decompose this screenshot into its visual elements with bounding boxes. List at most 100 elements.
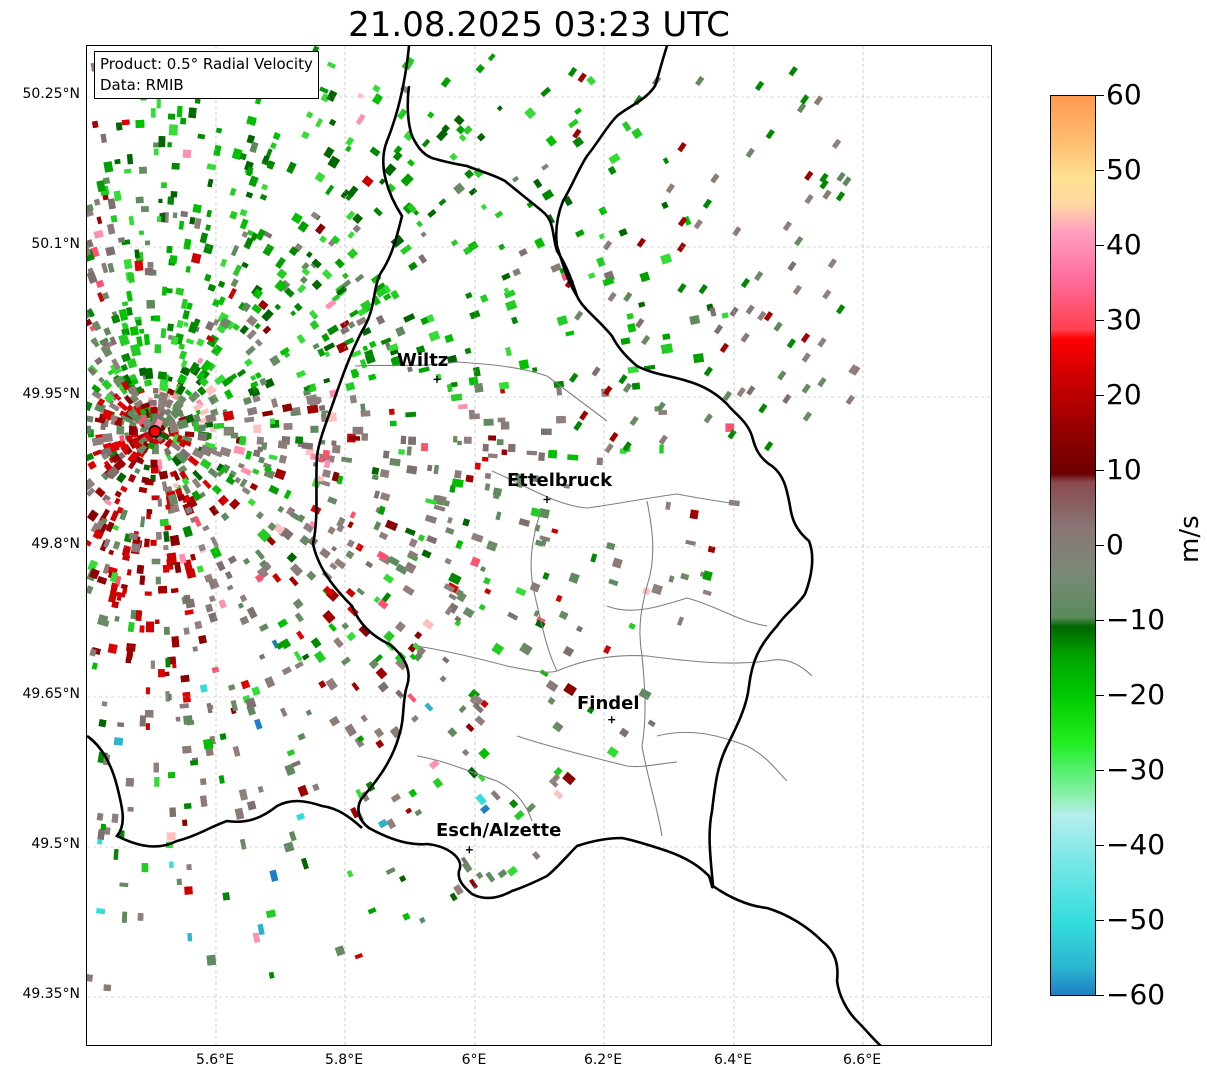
velocity-echo [229, 210, 238, 220]
velocity-echo [352, 426, 364, 435]
velocity-echo [444, 606, 454, 616]
velocity-echo [306, 404, 319, 414]
velocity-echo [252, 468, 260, 475]
velocity-echo [556, 315, 568, 326]
velocity-echo [269, 354, 281, 367]
velocity-echo [371, 93, 384, 105]
velocity-echo [263, 377, 275, 389]
velocity-echo [541, 428, 552, 435]
velocity-echo [477, 773, 486, 782]
velocity-echo [481, 456, 489, 462]
velocity-echo [234, 807, 245, 820]
velocity-echo [183, 594, 191, 603]
velocity-echo [689, 509, 699, 520]
velocity-echo [119, 435, 125, 442]
velocity-echo [157, 669, 165, 678]
velocity-echo [212, 298, 221, 308]
velocity-echo [123, 394, 134, 405]
velocity-echo [451, 478, 464, 488]
velocity-echo [319, 547, 331, 559]
velocity-echo [129, 373, 137, 381]
velocity-echo [302, 522, 315, 533]
velocity-echo [289, 831, 297, 842]
velocity-echo [323, 377, 331, 384]
velocity-echo [230, 244, 240, 257]
velocity-echo [642, 586, 651, 596]
velocity-echo [736, 387, 746, 398]
velocity-echo [478, 747, 490, 760]
velocity-echo [274, 279, 288, 293]
velocity-echo [390, 793, 401, 803]
velocity-echo [349, 511, 357, 519]
velocity-echo [380, 337, 392, 346]
velocity-echo [462, 518, 471, 527]
velocity-echo [254, 338, 263, 347]
velocity-echo [179, 350, 187, 360]
radar-map[interactable] [86, 45, 992, 1046]
velocity-echo [182, 691, 191, 703]
velocity-echo [371, 466, 380, 475]
velocity-echo [168, 124, 178, 136]
velocity-echo [194, 620, 203, 630]
velocity-echo [308, 385, 317, 393]
colorbar-tick-label: −50 [1106, 903, 1166, 936]
velocity-echo [136, 443, 148, 455]
velocity-echo [406, 465, 418, 475]
velocity-echo [105, 246, 116, 257]
velocity-echo [259, 193, 268, 201]
velocity-echo [294, 302, 303, 312]
velocity-echo [239, 218, 249, 230]
velocity-echo [126, 648, 134, 658]
velocity-echo [114, 615, 120, 622]
velocity-echo [202, 479, 212, 489]
velocity-echo [325, 184, 335, 196]
velocity-echo [326, 324, 340, 336]
velocity-echo [91, 120, 99, 129]
velocity-echo [369, 340, 377, 349]
velocity-echo [109, 571, 119, 583]
velocity-echo [315, 223, 326, 235]
velocity-echo [206, 334, 215, 343]
colorbar-tick [1096, 320, 1104, 321]
velocity-echo [103, 984, 112, 992]
velocity-echo [101, 409, 114, 421]
velocity-echo [204, 273, 212, 282]
colorbar-unit-label: m/s [1175, 515, 1205, 563]
velocity-echo [101, 379, 113, 391]
velocity-echo [606, 746, 619, 758]
velocity-echo [622, 382, 633, 393]
velocity-echo [449, 152, 458, 162]
velocity-echo [463, 436, 472, 444]
velocity-echo [385, 867, 396, 875]
velocity-echo [602, 240, 613, 251]
velocity-echo [96, 908, 106, 915]
velocity-echo [310, 211, 320, 220]
velocity-echo [290, 310, 297, 317]
velocity-echo [92, 449, 102, 457]
lat-tick-label: 49.8°N [31, 536, 80, 552]
velocity-echo [262, 155, 270, 163]
velocity-echo [124, 168, 132, 174]
velocity-echo [792, 284, 802, 295]
colorbar-tick [1096, 695, 1104, 696]
velocity-echo [547, 696, 556, 706]
velocity-echo [125, 447, 133, 455]
velocity-echo [164, 438, 175, 449]
velocity-echo [172, 663, 177, 669]
velocity-echo [197, 357, 204, 365]
velocity-echo [352, 213, 363, 224]
velocity-echo [354, 273, 365, 283]
velocity-echo [485, 871, 496, 883]
velocity-echo [498, 381, 510, 390]
velocity-echo [539, 535, 551, 542]
velocity-echo [141, 206, 149, 213]
velocity-echo [331, 545, 338, 552]
velocity-echo [167, 772, 176, 779]
velocity-echo [186, 864, 192, 871]
velocity-echo [428, 330, 441, 342]
velocity-echo [782, 393, 792, 405]
velocity-echo [541, 163, 549, 171]
velocity-echo [327, 496, 338, 505]
velocity-echo [457, 440, 462, 446]
velocity-echo [378, 818, 388, 829]
